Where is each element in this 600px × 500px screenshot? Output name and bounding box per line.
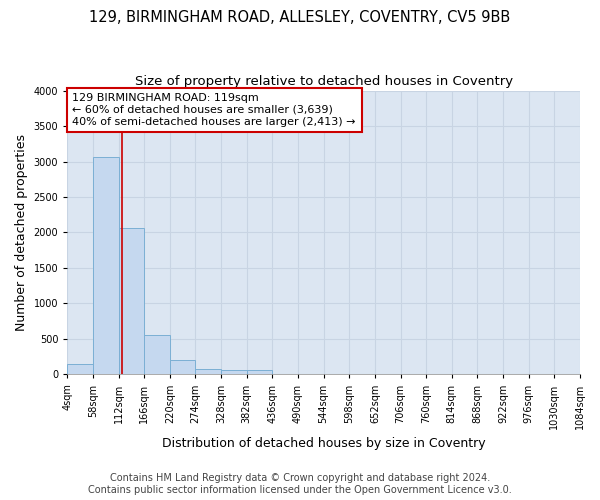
Text: 129 BIRMINGHAM ROAD: 119sqm
← 60% of detached houses are smaller (3,639)
40% of : 129 BIRMINGHAM ROAD: 119sqm ← 60% of det… — [73, 94, 356, 126]
Bar — [221, 370, 247, 374]
Bar — [170, 360, 196, 374]
Y-axis label: Number of detached properties: Number of detached properties — [15, 134, 28, 331]
X-axis label: Distribution of detached houses by size in Coventry: Distribution of detached houses by size … — [162, 437, 485, 450]
Bar — [67, 364, 93, 374]
Bar — [144, 334, 170, 374]
Bar — [196, 369, 221, 374]
Bar — [119, 228, 144, 374]
Text: 129, BIRMINGHAM ROAD, ALLESLEY, COVENTRY, CV5 9BB: 129, BIRMINGHAM ROAD, ALLESLEY, COVENTRY… — [89, 10, 511, 25]
Bar — [247, 370, 272, 374]
Bar — [93, 156, 119, 374]
Text: Contains HM Land Registry data © Crown copyright and database right 2024.
Contai: Contains HM Land Registry data © Crown c… — [88, 474, 512, 495]
Title: Size of property relative to detached houses in Coventry: Size of property relative to detached ho… — [134, 75, 513, 88]
